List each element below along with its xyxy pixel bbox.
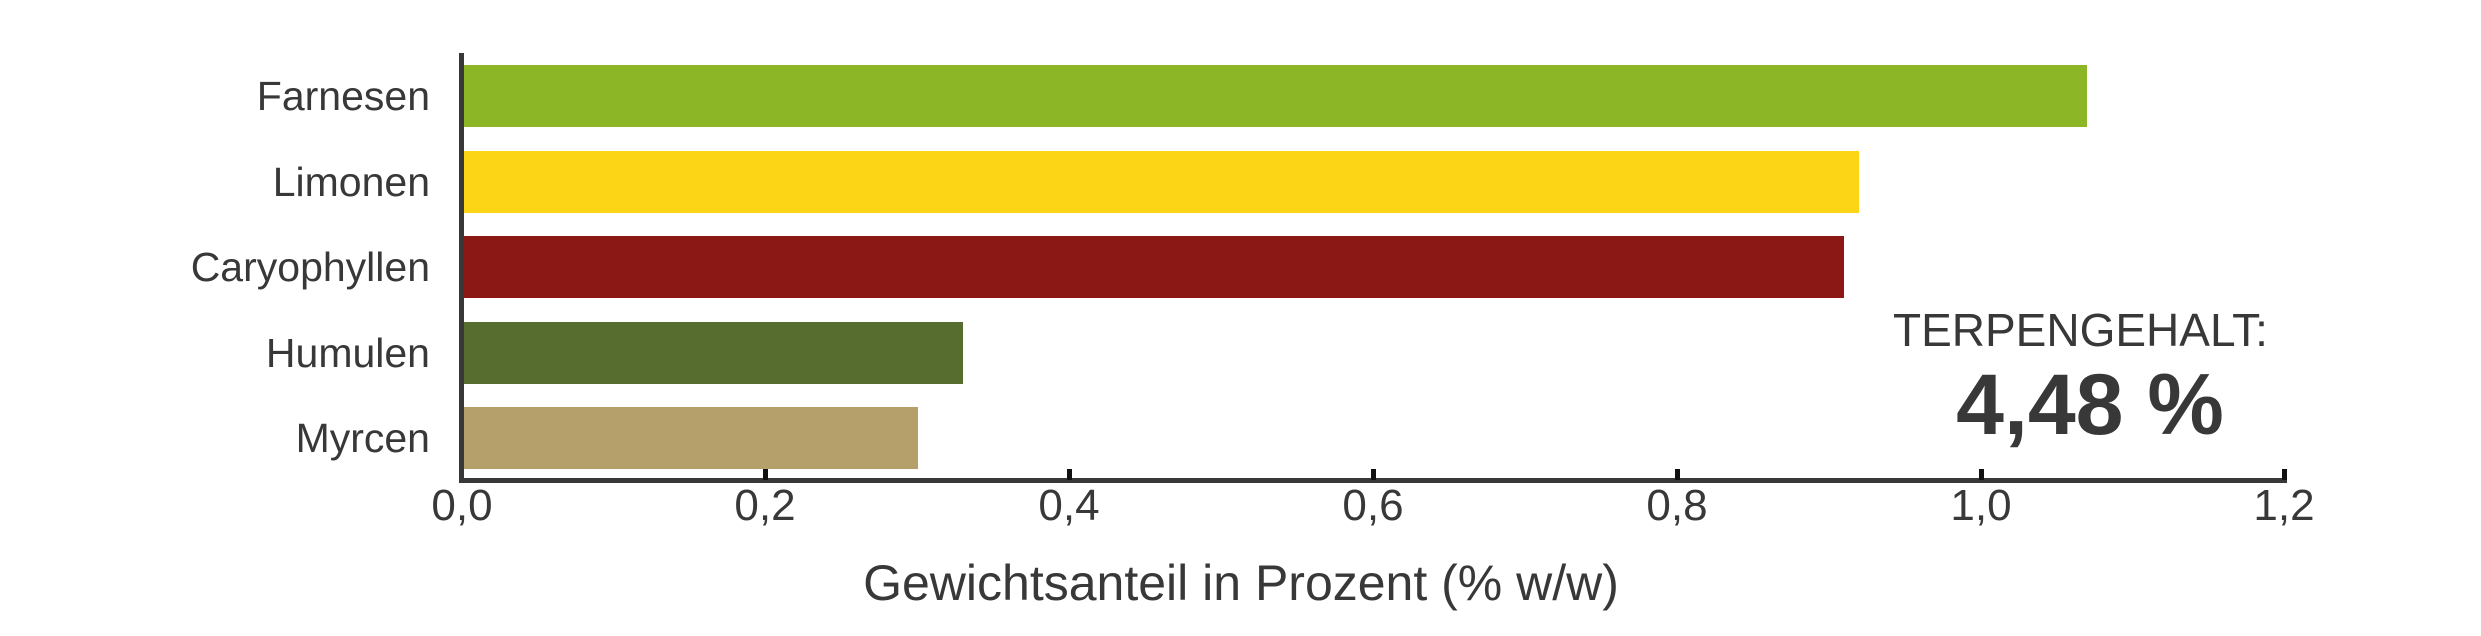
category-label: Humulen <box>265 330 430 376</box>
bar-myrcen <box>464 407 918 469</box>
bar-limonen <box>464 151 1859 213</box>
x-tick-label: 1,2 <box>2253 481 2315 530</box>
x-tick-label: 1,0 <box>1950 481 2012 530</box>
x-tick-label: 0,8 <box>1646 481 1708 530</box>
terpene-total-label: TERPENGEHALT: <box>1893 304 2268 356</box>
bar-humulen <box>464 322 963 384</box>
bar-caryophyllen <box>464 236 1844 298</box>
bar-farnesen <box>464 65 2087 127</box>
x-tick-mark <box>1067 469 1072 480</box>
terpene-total-value: 4,48 % <box>1956 357 2224 453</box>
x-axis-line <box>459 478 2287 483</box>
category-label: Farnesen <box>256 73 430 119</box>
x-tick-label: 0,4 <box>1038 481 1100 530</box>
y-axis-line <box>459 53 464 483</box>
x-tick-mark <box>763 469 768 480</box>
category-label: Limonen <box>272 159 430 205</box>
x-tick-mark <box>2282 469 2287 480</box>
category-label: Myrcen <box>295 415 430 461</box>
x-axis-title: Gewichtsanteil in Prozent (% w/w) <box>863 555 1619 611</box>
x-tick-label: 0,6 <box>1342 481 1404 530</box>
x-tick-label: 0,0 <box>431 481 493 530</box>
x-tick-mark <box>1979 469 1984 480</box>
x-tick-label: 0,2 <box>734 481 796 530</box>
x-tick-mark <box>1371 469 1376 480</box>
category-label: Caryophyllen <box>190 244 430 290</box>
x-tick-mark <box>1675 469 1680 480</box>
